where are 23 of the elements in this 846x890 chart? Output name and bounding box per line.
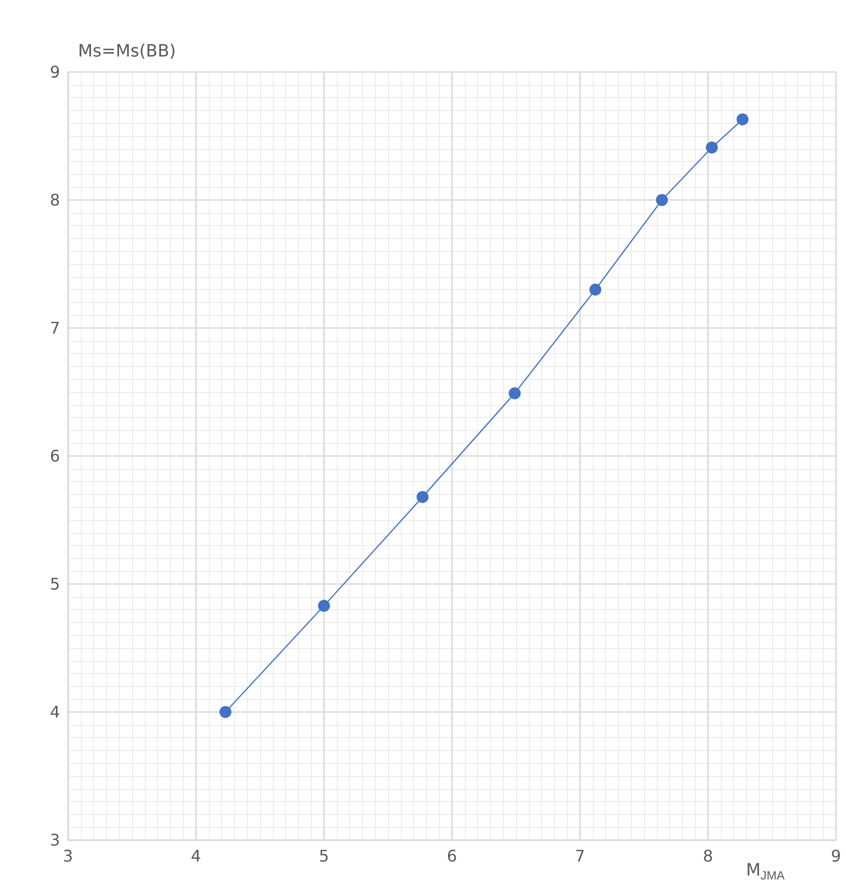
y-tick-label: 3	[50, 830, 60, 850]
x-tick-label: 9	[830, 846, 842, 866]
y-axis-title: Ms=Ms(BB)	[78, 42, 176, 62]
x-tick-label: 6	[446, 846, 458, 866]
x-tick-label: 4	[190, 846, 202, 866]
y-tick-label: 8	[50, 190, 60, 210]
y-tick-label: 6	[50, 446, 60, 466]
y-tick-label: 9	[50, 62, 60, 82]
point	[736, 113, 749, 126]
x-tick-label: 7	[574, 846, 586, 866]
x-tick-label: 5	[318, 846, 330, 866]
x-tick-label: 3	[62, 846, 74, 866]
point	[318, 600, 330, 612]
point	[416, 490, 429, 503]
point	[656, 194, 668, 206]
point	[706, 142, 718, 154]
point	[219, 706, 232, 718]
y-tick-label: 4	[50, 702, 60, 722]
y-tick-label: 7	[50, 318, 60, 338]
x-tick-label: 8	[702, 846, 714, 866]
y-tick-label: 5	[50, 574, 60, 594]
point	[508, 387, 521, 400]
point	[589, 284, 602, 296]
